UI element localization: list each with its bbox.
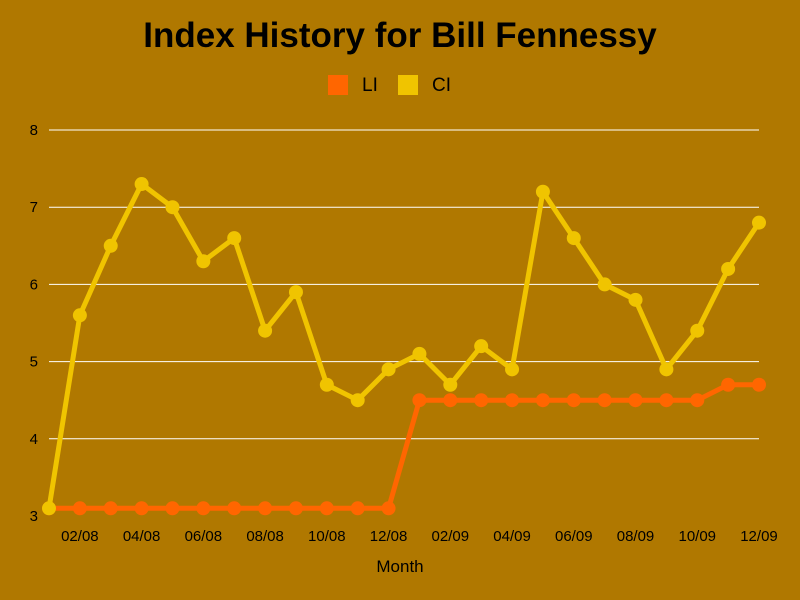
data-point-li	[443, 393, 458, 408]
data-point-li	[350, 501, 365, 516]
data-point-li	[474, 393, 489, 408]
data-point-li	[381, 501, 396, 516]
data-point-li	[258, 501, 273, 516]
data-point-li	[690, 393, 705, 408]
x-tick-label: 04/09	[493, 528, 531, 545]
data-point-ci	[505, 362, 520, 377]
series-line-li	[46, 382, 762, 511]
data-point-ci	[165, 200, 180, 215]
data-point-ci	[752, 215, 766, 230]
legend-label-ci: CI	[432, 75, 451, 96]
legend-swatch-ci	[398, 75, 418, 95]
x-axis-ticks: 02/08 04/08 06/08 08/08 10/08 12/08 02/09 04/09…	[61, 528, 778, 545]
data-point-li	[196, 501, 211, 516]
data-point-ci	[350, 393, 365, 408]
data-point-li	[412, 393, 427, 408]
data-point-li	[288, 501, 303, 516]
data-point-ci	[721, 261, 736, 276]
data-point-ci	[690, 323, 705, 338]
data-point-ci	[196, 254, 211, 269]
x-tick-label: 02/09	[432, 528, 470, 545]
series-ci	[42, 177, 766, 516]
data-point-ci	[134, 177, 149, 192]
legend: LI CI	[328, 75, 451, 96]
x-tick-label: 10/08	[308, 528, 346, 545]
data-point-li	[165, 501, 180, 516]
y-tick-label: 5	[30, 354, 38, 371]
y-axis-ticks: 3 4 5 6 7 8	[30, 122, 38, 525]
x-tick-label: 06/09	[555, 528, 593, 545]
data-point-ci	[474, 339, 489, 354]
data-point-ci	[258, 323, 273, 338]
data-point-li	[134, 501, 149, 516]
series-layer	[42, 177, 766, 516]
x-tick-label: 08/09	[617, 528, 655, 545]
x-tick-label: 04/08	[123, 528, 161, 545]
data-point-li	[659, 393, 674, 408]
data-point-li	[505, 393, 520, 408]
data-point-ci	[227, 231, 242, 246]
legend-label-li: LI	[362, 75, 378, 96]
data-point-ci	[319, 377, 334, 392]
data-point-ci	[381, 362, 396, 377]
data-point-li	[227, 501, 242, 516]
x-tick-label: 12/09	[740, 528, 778, 545]
data-point-ci	[72, 308, 87, 323]
data-point-li	[72, 501, 87, 516]
y-tick-label: 4	[30, 431, 38, 448]
y-tick-label: 3	[30, 508, 38, 525]
data-point-ci	[628, 292, 643, 307]
y-tick-label: 8	[30, 122, 38, 139]
chart-title: Index History for Bill Fennessy	[143, 16, 657, 55]
data-point-li	[319, 501, 334, 516]
data-point-li	[566, 393, 581, 408]
y-tick-label: 6	[30, 276, 38, 293]
y-tick-label: 7	[30, 199, 38, 216]
series-li	[42, 377, 766, 516]
data-point-ci	[535, 184, 550, 199]
data-point-ci	[42, 501, 56, 516]
x-tick-label: 06/08	[185, 528, 223, 545]
data-point-li	[752, 377, 766, 392]
data-point-ci	[103, 238, 118, 253]
x-tick-label: 08/08	[246, 528, 284, 545]
x-axis-title: Month	[376, 557, 423, 576]
data-point-li	[721, 377, 736, 392]
x-tick-label: 02/08	[61, 528, 99, 545]
data-point-ci	[412, 346, 427, 361]
data-point-ci	[288, 285, 303, 300]
x-tick-label: 10/09	[678, 528, 716, 545]
data-point-ci	[566, 231, 581, 246]
data-point-ci	[597, 277, 612, 292]
data-point-li	[628, 393, 643, 408]
data-point-li	[103, 501, 118, 516]
legend-swatch-li	[328, 75, 348, 95]
data-point-ci	[659, 362, 674, 377]
data-point-ci	[443, 377, 458, 392]
grid	[49, 129, 759, 440]
data-point-li	[535, 393, 550, 408]
data-point-li	[597, 393, 612, 408]
x-tick-label: 12/08	[370, 528, 408, 545]
